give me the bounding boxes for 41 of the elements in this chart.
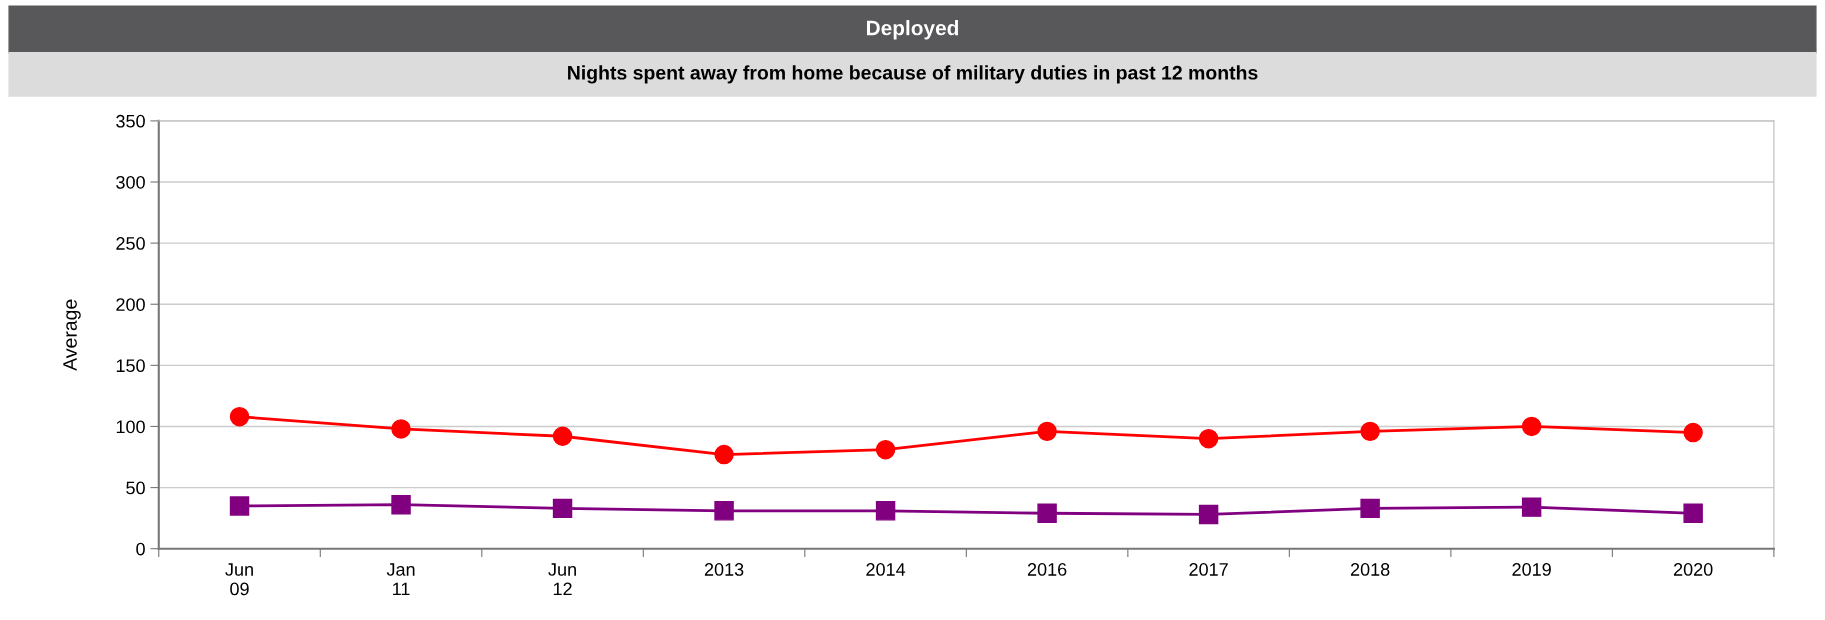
point <box>552 426 573 446</box>
x-tick-label: 2017 <box>1189 563 1228 576</box>
point <box>714 501 734 521</box>
chart-title: Deployed <box>867 20 959 40</box>
y-tick-label: 200 <box>116 298 145 311</box>
point <box>1037 503 1057 523</box>
point <box>875 501 896 521</box>
x-tick-label: Jun 12 <box>548 563 576 596</box>
point <box>229 496 250 516</box>
x-tick-label: 2014 <box>866 563 906 576</box>
point <box>552 498 573 519</box>
y-tick-label: 0 <box>136 542 145 556</box>
y-tick-label: 50 <box>126 481 145 495</box>
point <box>1198 504 1219 525</box>
y-tick-label: 100 <box>116 420 145 434</box>
point <box>1521 416 1542 437</box>
point <box>1683 422 1703 443</box>
x-tick-label: 2013 <box>704 563 744 576</box>
point <box>229 406 250 427</box>
point <box>1360 498 1380 519</box>
y-tick-label: 300 <box>116 175 145 189</box>
point <box>1360 421 1380 442</box>
point <box>1037 421 1057 442</box>
y-tick-label: 250 <box>116 237 145 250</box>
point <box>1683 503 1703 523</box>
point <box>1198 428 1219 449</box>
y-tick-label: 350 <box>116 114 145 128</box>
point <box>875 439 896 460</box>
point <box>714 444 734 465</box>
x-tick-label: 2019 <box>1512 563 1551 576</box>
x-tick-label: 2016 <box>1027 563 1067 576</box>
point <box>1521 497 1542 517</box>
x-tick-label: 2018 <box>1350 563 1390 576</box>
y-tick-label: 150 <box>116 359 145 373</box>
x-tick-label: Jun 09 <box>225 563 253 596</box>
y-axis-title: Average <box>63 299 81 371</box>
x-tick-label: Jan 11 <box>386 563 415 596</box>
x-tick-label: 2020 <box>1673 563 1713 576</box>
point <box>391 494 411 515</box>
point <box>391 419 411 439</box>
chart-subtitle: Nights spent away from home because of military duties in past 12 months <box>568 65 1258 84</box>
